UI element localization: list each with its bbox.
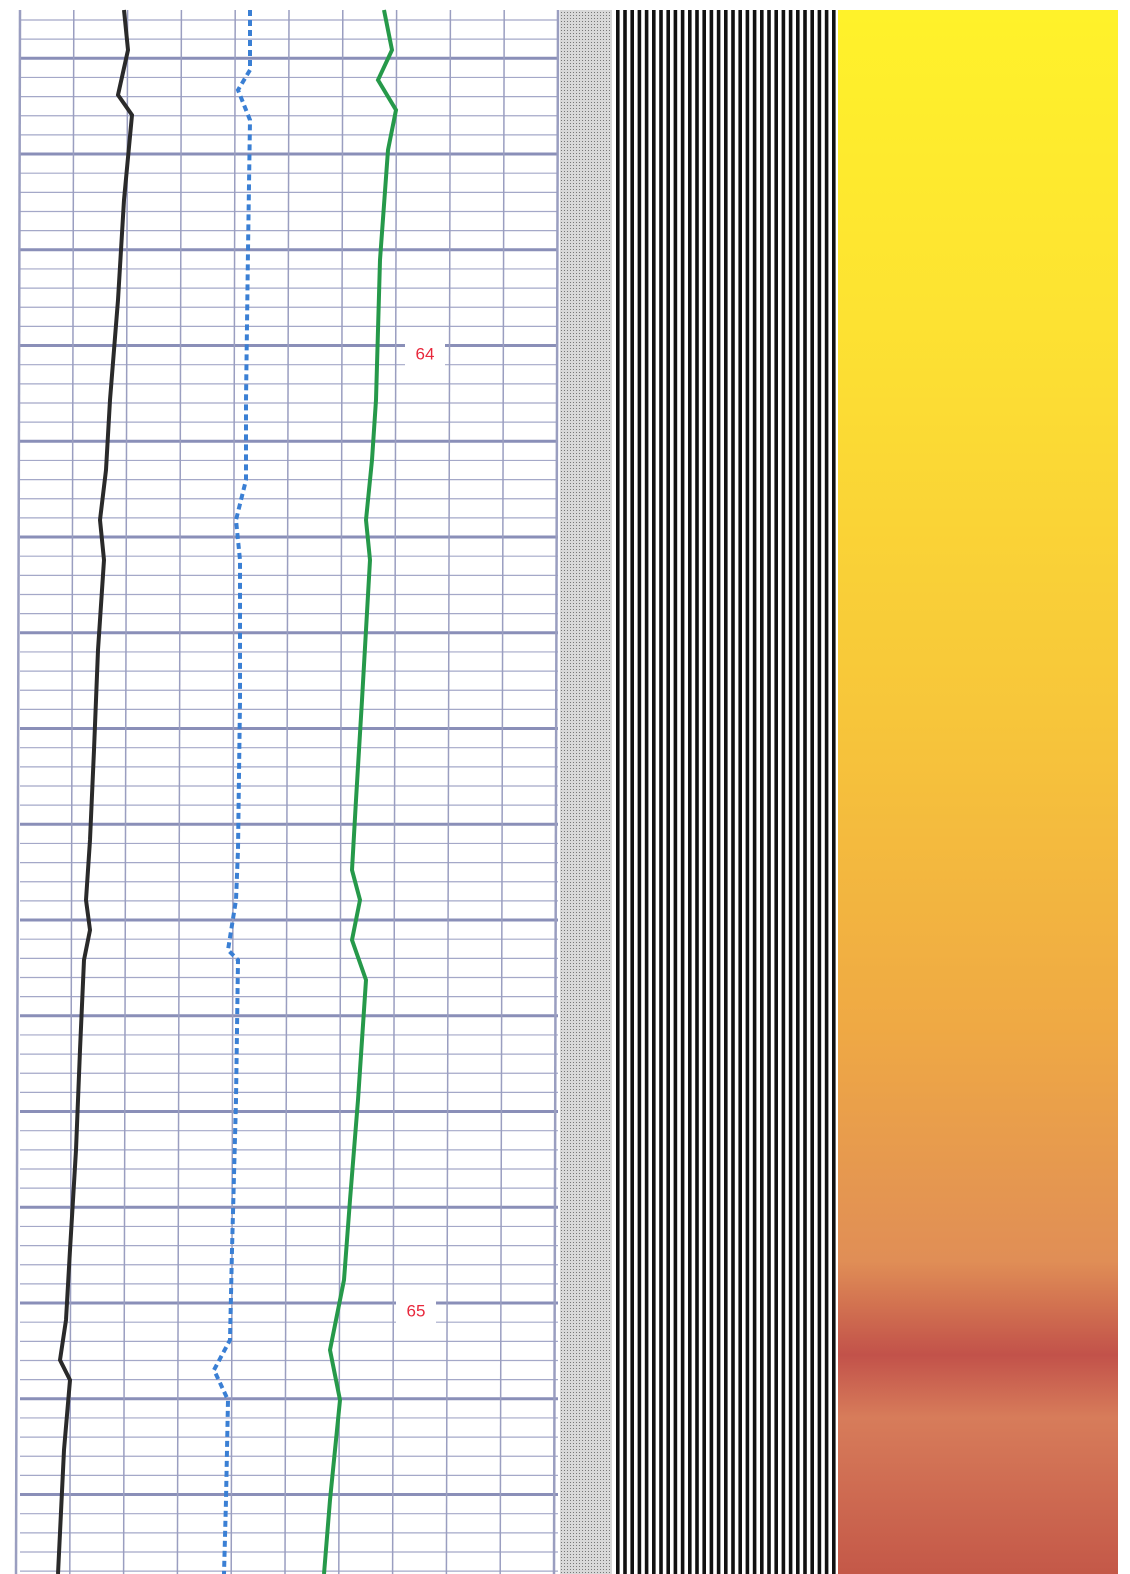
vdl-stripe — [702, 10, 706, 1574]
grid-line — [284, 9, 290, 1574]
vdl-stripe — [688, 10, 692, 1574]
vdl-stripe — [781, 10, 786, 1574]
vdl-stripe — [810, 10, 814, 1574]
grid-line — [338, 9, 344, 1574]
vdl-stripe — [760, 10, 764, 1574]
vdl-stripe — [616, 10, 620, 1574]
vdl-stripe — [666, 10, 670, 1574]
grid-line — [499, 9, 505, 1574]
vdl-stripe — [745, 10, 750, 1574]
vdl-stripe — [695, 10, 699, 1574]
vdl-stripe — [731, 10, 735, 1574]
grid-line — [176, 9, 183, 1574]
grid-line — [552, 9, 560, 1574]
depth-label: 65 — [407, 1301, 426, 1320]
vdl-stripe — [832, 10, 836, 1574]
vdl-stripe — [767, 10, 771, 1574]
vdl-track — [612, 10, 838, 1574]
vdl-stripe — [637, 10, 642, 1574]
vdl-stripe — [788, 10, 793, 1574]
vdl-stripe — [680, 10, 685, 1574]
grid-line — [69, 9, 75, 1574]
curve-blue — [211, 10, 253, 1574]
curve-green — [322, 9, 399, 1574]
vdl-stripe — [659, 10, 663, 1574]
vdl-stripe — [824, 10, 829, 1574]
depth-marker: 65 — [396, 1299, 436, 1323]
image-track — [838, 10, 1118, 1574]
vdl-stripe — [716, 10, 721, 1574]
vdl-stripe — [752, 10, 757, 1574]
vdl-stripe — [774, 10, 778, 1574]
depth-label: 64 — [416, 344, 435, 363]
grid — [14, 9, 560, 1574]
depth-marker: 64 — [405, 342, 445, 366]
vdl-stripe — [673, 10, 678, 1574]
grid-line — [14, 9, 22, 1574]
vdl-stripe — [817, 10, 822, 1574]
vdl-stripe — [652, 10, 656, 1574]
vdl-stripe — [623, 10, 627, 1574]
vdl-stripe — [738, 10, 742, 1574]
vdl-stripe — [796, 10, 800, 1574]
vdl-stripe — [724, 10, 728, 1574]
vdl-stripe — [709, 10, 714, 1574]
vdl-stripe — [803, 10, 807, 1574]
curve-black — [56, 9, 135, 1574]
grid-line — [122, 9, 129, 1574]
grid-line — [445, 9, 452, 1574]
vdl-stripe — [644, 10, 649, 1574]
vdl-stripe — [630, 10, 634, 1574]
gray-track — [560, 10, 612, 1574]
grid-line — [391, 9, 398, 1574]
